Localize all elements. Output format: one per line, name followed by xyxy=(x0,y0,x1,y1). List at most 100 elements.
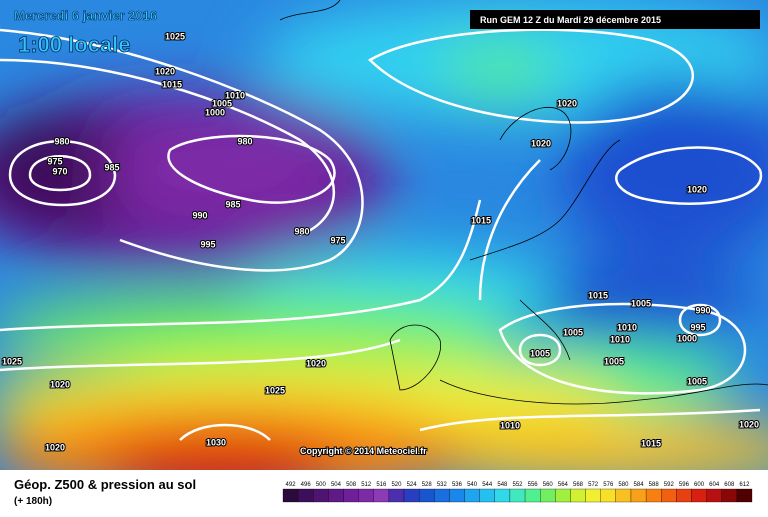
isobar-label: 1005 xyxy=(212,98,232,108)
legend-label: 504 xyxy=(331,482,342,488)
isobar-label: 1005 xyxy=(563,327,583,337)
isobar-label: 980 xyxy=(54,136,69,146)
legend-swatch xyxy=(358,488,374,503)
legend-label: 604 xyxy=(709,482,720,488)
isobar-label: 1010 xyxy=(225,90,245,100)
isobar-label: 1000 xyxy=(205,107,225,117)
legend-swatch xyxy=(479,488,495,503)
isobar-label: 975 xyxy=(47,156,62,166)
legend-swatch xyxy=(328,488,344,503)
isobar-label: 1020 xyxy=(557,98,577,108)
isobar-label: 1005 xyxy=(631,298,651,308)
legend-label: 540 xyxy=(467,482,478,488)
legend-swatch xyxy=(282,488,299,503)
legend-swatch xyxy=(600,488,616,503)
run-box xyxy=(470,10,760,29)
legend-swatch xyxy=(434,488,450,503)
isobar-label: 1020 xyxy=(45,442,65,452)
isobar-label: 1020 xyxy=(531,138,551,148)
isobar-label: 1010 xyxy=(500,420,520,430)
legend-label: 556 xyxy=(528,482,539,488)
legend-label: 568 xyxy=(573,482,584,488)
legend-swatch xyxy=(540,488,556,503)
legend-swatch xyxy=(585,488,601,503)
legend-label: 580 xyxy=(618,482,629,488)
legend-swatch xyxy=(691,488,707,503)
legend-swatch xyxy=(570,488,586,503)
isobar-label: 1015 xyxy=(641,438,661,448)
legend-label: 560 xyxy=(543,482,554,488)
isobar-label: 1005 xyxy=(604,356,624,366)
legend-label: 588 xyxy=(649,482,660,488)
isobar-label: 980 xyxy=(294,226,309,236)
legend-label: 524 xyxy=(407,482,418,488)
legend-label: 592 xyxy=(664,482,675,488)
isobar-label: 1020 xyxy=(739,419,759,429)
date: Mercredi 6 janvier 2016 xyxy=(14,8,157,23)
copyright: Copyright © 2014 Meteociel.fr xyxy=(300,446,427,456)
color-field xyxy=(0,0,768,470)
isobar-label: 1010 xyxy=(617,322,637,332)
legend-label: 492 xyxy=(286,482,297,488)
legend-swatch xyxy=(524,488,541,503)
isobar-label: 1015 xyxy=(162,79,182,89)
isobar-label: 1005 xyxy=(687,376,707,386)
isobar-label: 1020 xyxy=(306,358,326,368)
isobar-label: 1025 xyxy=(2,356,22,366)
isobar-label: 1010 xyxy=(610,334,630,344)
legend-label: 536 xyxy=(452,482,463,488)
legend-label: 528 xyxy=(422,482,433,488)
isobar-label: 1020 xyxy=(50,379,70,389)
legend-swatch xyxy=(736,488,753,503)
isobar-label: 995 xyxy=(200,239,215,249)
isobar-label: 1020 xyxy=(155,66,175,76)
legend-label: 512 xyxy=(361,482,372,488)
time: 1:00 locale xyxy=(18,32,131,57)
legend-swatch xyxy=(555,488,571,503)
legend-swatch xyxy=(403,488,420,503)
legend-label: 508 xyxy=(346,482,357,488)
legend-swatch xyxy=(615,488,632,503)
isobar-label: 990 xyxy=(695,305,710,315)
isobar-label: 1030 xyxy=(206,437,226,447)
isobar-label: 1015 xyxy=(588,290,608,300)
legend-label: 500 xyxy=(316,482,327,488)
legend-label: 596 xyxy=(679,482,690,488)
isobar-label: 995 xyxy=(690,322,705,332)
legend-label: 572 xyxy=(588,482,599,488)
legend-label: 532 xyxy=(437,482,448,488)
isobar-label: 1020 xyxy=(687,184,707,194)
legend-swatch xyxy=(464,488,480,503)
legend-label: 612 xyxy=(739,482,750,488)
isobar-label: 970 xyxy=(52,166,67,176)
isobars xyxy=(0,28,763,441)
legend-swatch xyxy=(494,488,511,503)
legend: 492 496 500 504 508 512 516 520 524 528 532 536 540 5… xyxy=(282,482,753,503)
isobar-label: 985 xyxy=(104,162,119,172)
legend-swatch xyxy=(313,488,329,503)
legend-swatch xyxy=(630,488,647,503)
legend-swatch xyxy=(388,488,405,503)
legend-swatch xyxy=(373,488,390,503)
isobar-label: 1015 xyxy=(471,215,491,225)
legend-swatch xyxy=(419,488,435,503)
legend-label: 600 xyxy=(694,482,705,488)
isobar-label: 1025 xyxy=(265,385,285,395)
legend-swatch xyxy=(721,488,738,503)
isobar-label: 975 xyxy=(330,235,345,245)
legend-swatch xyxy=(706,488,722,503)
footer-lead: (+ 180h) xyxy=(14,496,52,507)
isobar-label: 1025 xyxy=(165,31,185,41)
legend-label: 544 xyxy=(482,482,493,488)
legend-label: 552 xyxy=(512,482,523,488)
run-info: Run GEM 12 Z du Mardi 29 décembre 2015 xyxy=(480,15,661,25)
legend-swatch xyxy=(676,488,692,503)
legend-label: 564 xyxy=(558,482,569,488)
isobar-label: 990 xyxy=(192,210,207,220)
legend-label: 496 xyxy=(301,482,312,488)
isobar-label: 980 xyxy=(237,136,252,146)
coastlines xyxy=(279,0,768,405)
legend-swatch xyxy=(343,488,359,503)
legend-swatch xyxy=(297,488,314,503)
